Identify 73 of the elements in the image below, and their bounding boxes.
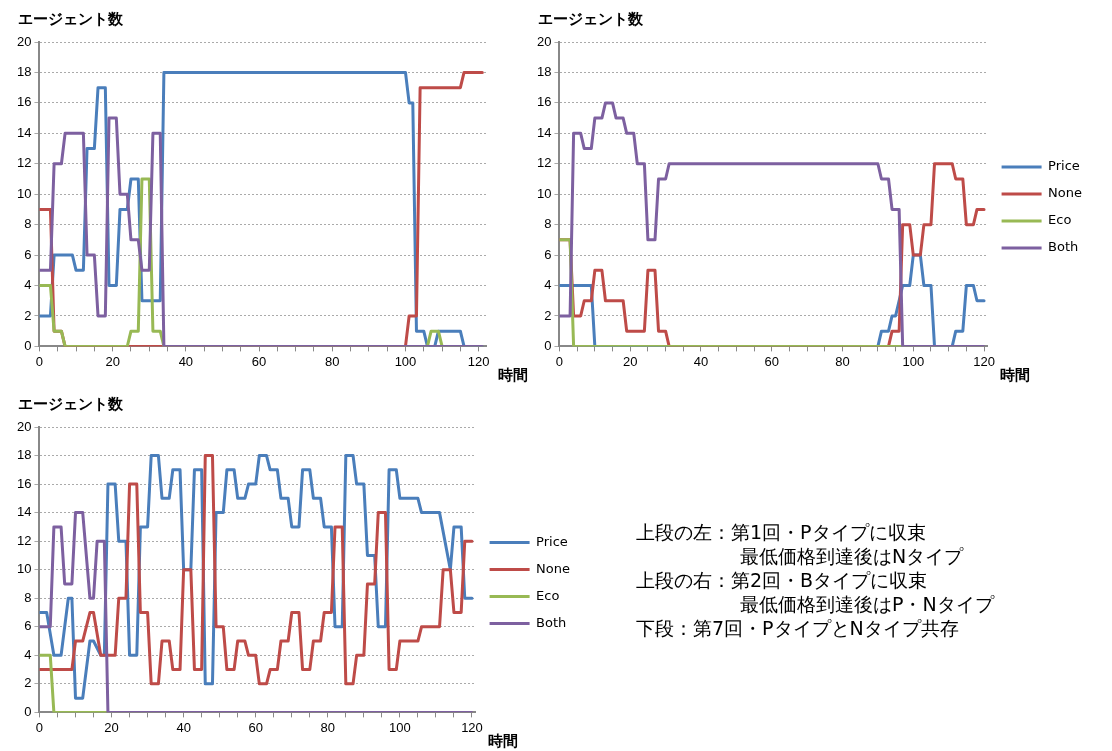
y-tick-label: 18 xyxy=(16,64,32,80)
x-tick-label: 80 xyxy=(835,353,850,369)
legend-label: Eco xyxy=(1048,212,1072,228)
y-tick-label: 20 xyxy=(536,33,552,49)
y-tick-label: 20 xyxy=(16,33,32,49)
y-tick-label: 12 xyxy=(16,155,32,171)
x-axis-title: 時間 xyxy=(487,732,518,751)
x-tick-label: 20 xyxy=(622,353,638,369)
y-tick-label: 0 xyxy=(24,703,32,719)
y-tick-label: 2 xyxy=(24,675,32,691)
x-tick-label: 0 xyxy=(35,719,44,735)
legend-label: Price xyxy=(536,533,568,549)
y-axis-title: エージェント数 xyxy=(18,9,124,28)
text: 最低価格到達後はNタイプ xyxy=(739,544,965,568)
y-tick-label: 4 xyxy=(24,646,32,662)
x-tick-label: 40 xyxy=(693,353,709,369)
x-tick-label: 120 xyxy=(973,353,995,369)
y-tick-label: 2 xyxy=(544,307,552,323)
y-tick-label: 18 xyxy=(536,64,552,80)
x-axis-title: 時間 xyxy=(999,366,1030,385)
legend-label: None xyxy=(1048,185,1083,201)
y-tick-label: 10 xyxy=(536,185,552,201)
legend-label: Price xyxy=(1048,158,1080,174)
x-tick-label: 100 xyxy=(389,719,411,735)
y-tick-label: 12 xyxy=(16,532,32,548)
y-tick-label: 16 xyxy=(16,94,32,110)
y-tick-label: 12 xyxy=(536,155,552,171)
y-tick-label: 4 xyxy=(544,277,552,293)
x-tick-label: 40 xyxy=(178,353,194,369)
y-tick-label: 0 xyxy=(24,337,32,353)
x-tick-label: 60 xyxy=(251,353,267,369)
y-tick-label: 8 xyxy=(24,216,32,232)
x-tick-label: 0 xyxy=(35,353,44,369)
y-tick-label: 6 xyxy=(24,246,32,262)
y-tick-label: 0 xyxy=(544,337,552,353)
y-tick-label: 8 xyxy=(24,589,32,605)
x-tick-label: 80 xyxy=(320,719,336,735)
legend-label: Both xyxy=(1048,239,1079,255)
x-tick-label: 80 xyxy=(325,353,340,369)
y-tick-label: 8 xyxy=(544,216,552,232)
x-tick-label: 40 xyxy=(176,719,191,735)
y-tick-label: 6 xyxy=(24,618,32,634)
text: 下段：第7回・PタイプとNタイプ共存 xyxy=(636,616,960,640)
text: 上段の左：第1回・Pタイプに収束 xyxy=(636,520,927,544)
x-tick-label: 20 xyxy=(105,353,120,369)
y-tick-label: 18 xyxy=(16,447,32,463)
y-tick-label: 14 xyxy=(16,504,32,520)
y-tick-label: 16 xyxy=(536,94,552,110)
y-axis-title: エージェント数 xyxy=(18,394,124,413)
x-tick-label: 60 xyxy=(764,353,779,369)
legend-label: None xyxy=(536,560,571,576)
y-tick-label: 14 xyxy=(16,124,32,140)
x-axis-title: 時間 xyxy=(498,366,528,385)
y-tick-label: 6 xyxy=(544,246,552,262)
x-tick-label: 120 xyxy=(467,353,490,369)
x-tick-label: 0 xyxy=(555,353,564,369)
x-tick-label: 120 xyxy=(461,719,483,735)
y-tick-label: 2 xyxy=(24,307,32,323)
x-tick-label: 20 xyxy=(104,719,119,735)
x-tick-label: 100 xyxy=(902,353,925,369)
y-tick-label: 4 xyxy=(24,277,32,293)
y-tick-label: 10 xyxy=(16,561,32,577)
y-tick-label: 14 xyxy=(536,124,552,140)
y-tick-label: 20 xyxy=(16,418,32,434)
legend-label: Both xyxy=(536,614,567,630)
legend-label: Eco xyxy=(536,587,560,603)
text: 上段の右：第2回・Bタイプに収束 xyxy=(636,568,929,592)
y-tick-label: 16 xyxy=(16,475,32,491)
x-tick-label: 60 xyxy=(248,719,263,735)
y-axis-title: エージェント数 xyxy=(538,9,644,28)
text: 最低価格到達後はP・Nタイプ xyxy=(739,592,994,616)
y-tick-label: 10 xyxy=(16,185,32,201)
x-tick-label: 100 xyxy=(394,353,417,369)
